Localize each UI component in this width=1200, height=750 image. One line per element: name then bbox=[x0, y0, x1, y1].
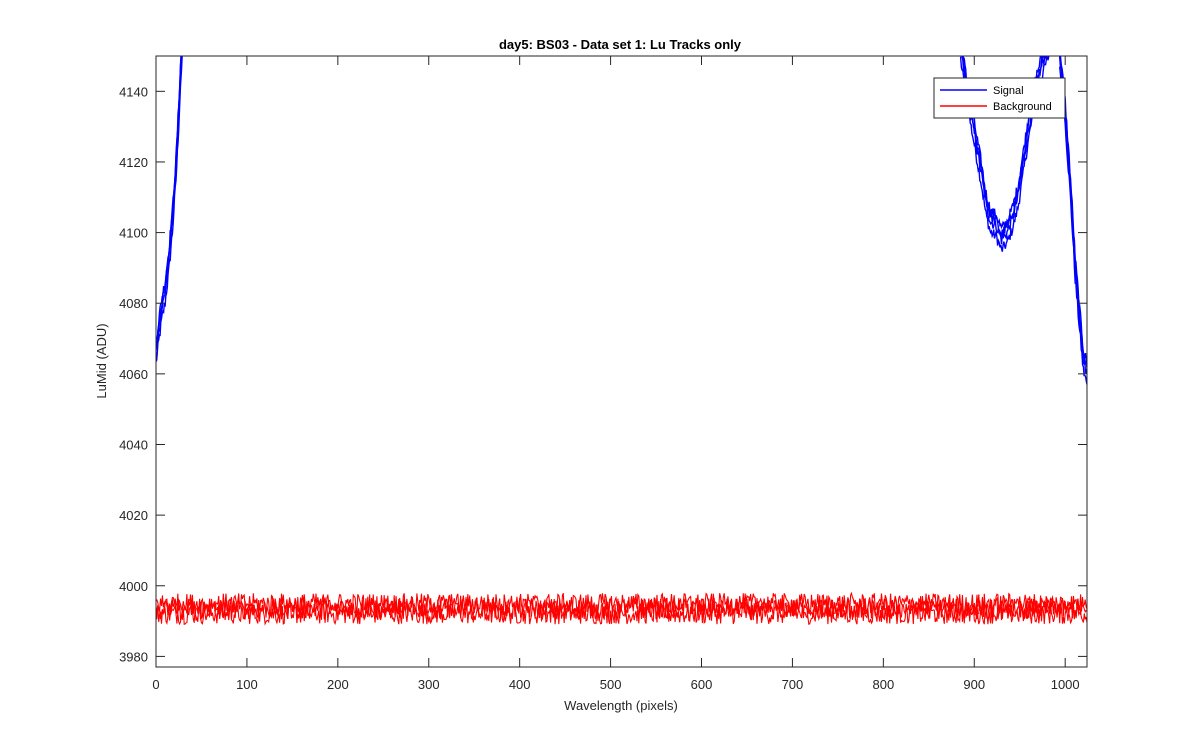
x-tick-label: 500 bbox=[600, 677, 622, 692]
series-background-line bbox=[156, 591, 1087, 617]
x-tick-label: 400 bbox=[509, 677, 531, 692]
axes-box bbox=[155, 55, 1088, 668]
x-tick-label: 700 bbox=[782, 677, 804, 692]
y-tick-label: 4080 bbox=[119, 296, 148, 311]
x-tick-label: 300 bbox=[418, 677, 440, 692]
legend-background-label: Background bbox=[993, 101, 1052, 113]
y-tick-label: 4020 bbox=[119, 508, 148, 523]
chart-title: day5: BS03 - Data set 1: Lu Tracks only bbox=[499, 37, 742, 52]
ticks-layer: 0 100 200 300 400 500 600 700 800 900 1000 3980 4000… bbox=[119, 56, 1087, 692]
x-tick-label: 1000 bbox=[1051, 677, 1080, 692]
y-tick-label: 4100 bbox=[119, 226, 148, 241]
x-tick-label: 200 bbox=[327, 677, 349, 692]
y-tick-label: 4120 bbox=[119, 155, 148, 170]
x-tick-label: 100 bbox=[236, 677, 258, 692]
plot-area: 0 100 200 300 400 500 600 700 800 900 1000 3980 4000… bbox=[119, 55, 1088, 692]
x-tick-label: 0 bbox=[152, 677, 159, 692]
legend-box bbox=[933, 77, 1066, 119]
y-tick-label: 4140 bbox=[119, 84, 148, 99]
y-tick-label: 3980 bbox=[119, 649, 148, 664]
plot-background bbox=[156, 56, 1087, 667]
x-axis-label: Wavelength (pixels) bbox=[564, 698, 678, 713]
x-tick-label: 800 bbox=[872, 677, 894, 692]
legend-signal-label: Signal bbox=[993, 85, 1024, 97]
y-axis-label: LuMid (ADU) bbox=[94, 323, 109, 398]
y-tick-label: 4000 bbox=[119, 579, 148, 594]
legend: Signal Background bbox=[933, 77, 1066, 119]
x-tick-label: 900 bbox=[963, 677, 985, 692]
x-tick-label: 600 bbox=[691, 677, 713, 692]
series-signal-line bbox=[156, 56, 182, 347]
y-tick-label: 4040 bbox=[119, 437, 148, 452]
y-tick-label: 4060 bbox=[119, 367, 148, 382]
